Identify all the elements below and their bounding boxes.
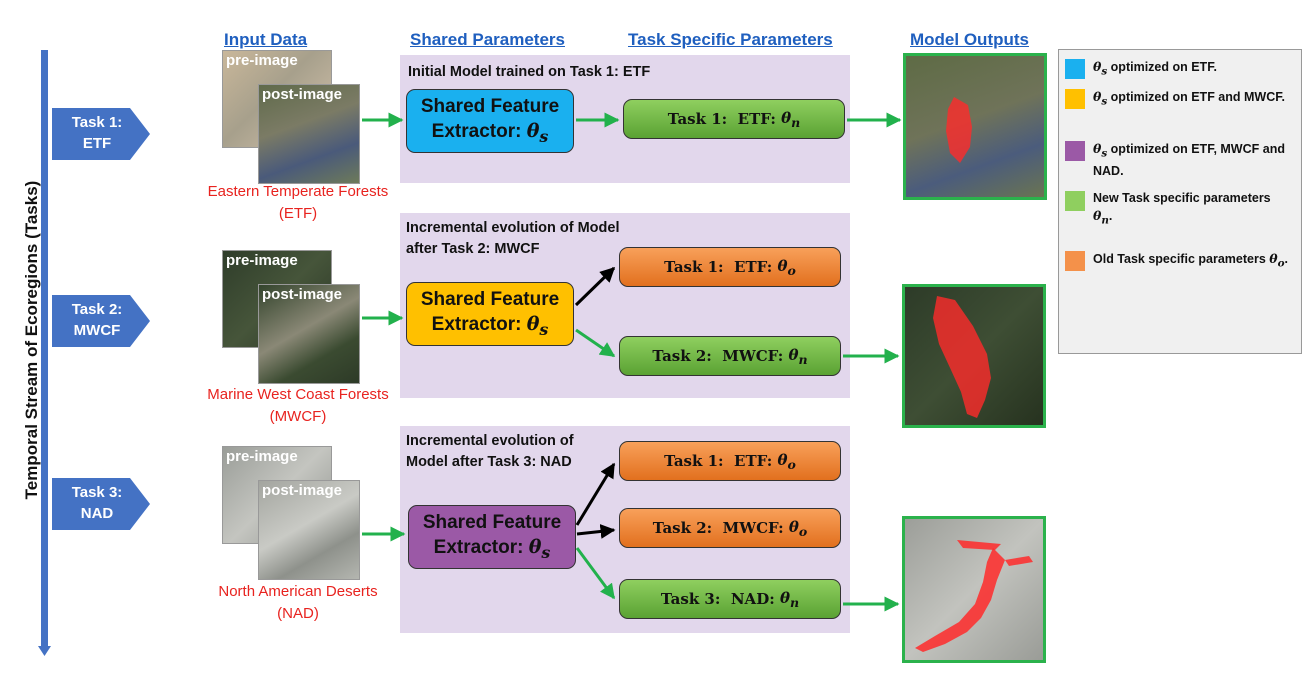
legend-item-shared-etf: θs optimized on ETF.: [1065, 58, 1293, 81]
task-head-etf-old: Task 1: ETF: θo: [619, 247, 841, 287]
pre-image-label: pre-image: [226, 448, 298, 465]
panel-title-task3: Incremental evolution of Model after Task…: [406, 433, 574, 470]
timeline-axis: [38, 50, 51, 656]
region-etf: Eastern Temperate Forests (ETF): [207, 183, 389, 222]
pre-image-label: pre-image: [226, 252, 298, 269]
post-image-label: post-image: [262, 86, 343, 103]
header-model-outputs: Model Outputs: [910, 30, 1029, 49]
legend-swatch-yellow: [1065, 89, 1085, 109]
header-task-specific-parameters: Task Specific Parameters: [628, 30, 833, 49]
task-head-nad-new: Task 3: NAD: θn: [619, 579, 841, 619]
panel-title-task2: Incremental evolution of Model after Task…: [406, 220, 620, 257]
post-image-label: post-image: [262, 482, 343, 499]
legend-item-old-task: Old Task specific parameters θo.: [1065, 250, 1293, 273]
shared-feature-extractor-task1: Shared Feature Extractor: θs: [406, 89, 574, 153]
task2-label: Task 2: MWCF: [71, 301, 123, 339]
shared-feature-extractor-task2: Shared Feature Extractor: θs: [406, 282, 574, 346]
prediction-mask-nad: [915, 540, 1033, 652]
legend-swatch-orange: [1065, 251, 1085, 271]
header-shared-parameters: Shared Parameters: [410, 30, 565, 49]
output-image-etf: [903, 53, 1047, 200]
output-image-nad: [902, 516, 1046, 663]
task-head-mwcf-old: Task 2: MWCF: θo: [619, 508, 841, 548]
prediction-mask-etf: [946, 97, 972, 163]
header-input-data: Input Data: [224, 30, 308, 49]
task1-label: Task 1: ETF: [71, 114, 123, 152]
legend-swatch-purple: [1065, 141, 1085, 161]
task1-chevron: [52, 108, 150, 160]
legend: θs optimized on ETF. θs optimized on ETF…: [1058, 49, 1302, 354]
task-head-mwcf-new: Task 2: MWCF: θn: [619, 336, 841, 376]
legend-item-new-task: New Task specific parameters θn.: [1065, 190, 1293, 230]
task-head-etf-old: Task 1: ETF: θo: [619, 441, 841, 481]
region-mwcf: Marine West Coast Forests (MWCF): [207, 386, 389, 425]
task-head-etf-new: Task 1: ETF: θn: [623, 99, 845, 139]
shared-feature-extractor-task3: Shared Feature Extractor: θs: [408, 505, 576, 569]
panel-title-task1: Initial Model trained on Task 1: ETF: [408, 64, 651, 80]
task3-label: Task 3: NAD: [71, 484, 123, 522]
prediction-mask-mwcf: [933, 296, 991, 418]
post-image-etf: [258, 84, 360, 184]
region-nad: North American Deserts (NAD): [218, 583, 378, 622]
post-image-label: post-image: [262, 286, 343, 303]
post-image-mwcf: [258, 284, 360, 384]
legend-swatch-green: [1065, 191, 1085, 211]
legend-swatch-blue: [1065, 59, 1085, 79]
task2-chevron: [52, 295, 150, 347]
pre-image-label: pre-image: [226, 52, 298, 69]
task3-chevron: [52, 478, 150, 530]
legend-item-shared-all: θs optimized on ETF, MWCF and NAD.: [1065, 140, 1293, 180]
post-image-nad: [258, 480, 360, 580]
legend-item-shared-etf-mwcf: θs optimized on ETF and MWCF.: [1065, 88, 1293, 111]
